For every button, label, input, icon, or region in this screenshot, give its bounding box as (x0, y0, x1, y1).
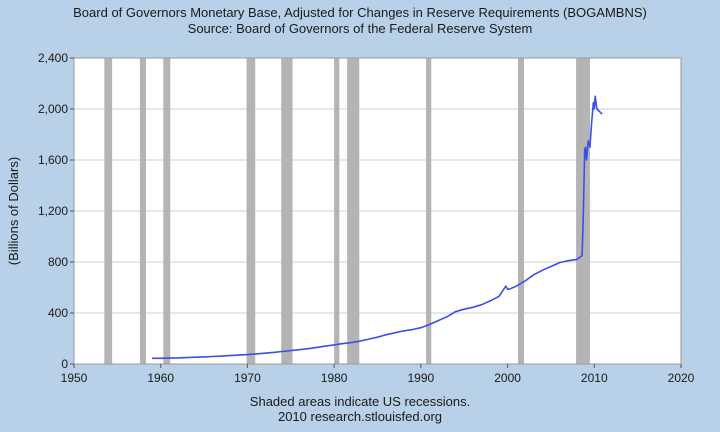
source-credit: 2010 research.stlouisfed.org (277, 409, 443, 424)
recession-bar (246, 58, 256, 364)
recession-note: Shaded areas indicate US recessions. (249, 394, 471, 409)
y-tick-label: 2,000 (38, 102, 68, 116)
x-tick-label: 1990 (408, 371, 435, 385)
recession-bar (426, 58, 432, 364)
x-tick-label: 1960 (147, 371, 174, 385)
y-axis-label: (Billions of Dollars) (6, 157, 21, 265)
recession-bar (104, 58, 113, 364)
x-tick-label: 2020 (668, 371, 695, 385)
y-tick-label: 0 (61, 357, 68, 371)
y-tick-label: 1,200 (38, 204, 68, 218)
y-tick-label: 2,400 (38, 51, 68, 65)
x-tick-label: 1950 (61, 371, 88, 385)
recession-bar (163, 58, 171, 364)
recession-bar (347, 58, 360, 364)
x-tick-label: 1980 (321, 371, 348, 385)
series-line (152, 95, 603, 360)
x-tick-label: 1970 (234, 371, 261, 385)
chart-title: Board of Governors Monetary Base, Adjust… (73, 5, 647, 20)
y-tick-label: 1,600 (38, 153, 68, 167)
chart-subtitle: Source: Board of Governors of the Federa… (187, 21, 533, 36)
y-tick-label: 400 (48, 306, 68, 320)
recession-bar (139, 58, 146, 364)
x-tick-label: 2010 (581, 371, 608, 385)
y-tick-label: 800 (48, 255, 68, 269)
recession-bar (517, 58, 525, 364)
recession-bar (334, 58, 340, 364)
x-tick-label: 2000 (494, 371, 521, 385)
recession-bar (281, 58, 293, 364)
